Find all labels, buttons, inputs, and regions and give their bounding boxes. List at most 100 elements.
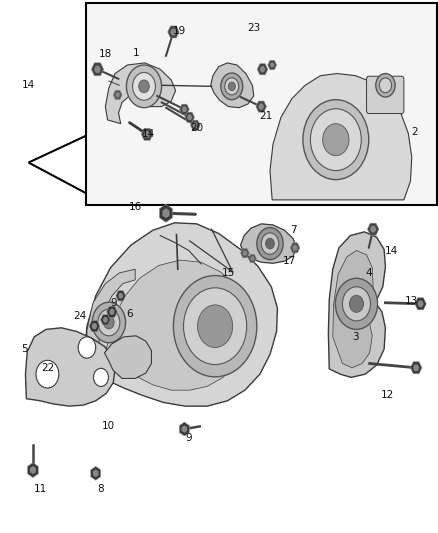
Text: 14: 14 [141, 130, 155, 139]
Polygon shape [106, 306, 117, 317]
Polygon shape [367, 223, 378, 235]
Polygon shape [292, 245, 297, 251]
Polygon shape [257, 64, 267, 75]
Text: 9: 9 [185, 433, 192, 443]
Polygon shape [84, 223, 277, 406]
Polygon shape [184, 112, 194, 123]
Polygon shape [115, 92, 120, 98]
Circle shape [126, 65, 161, 108]
Polygon shape [179, 104, 189, 115]
Polygon shape [118, 293, 123, 298]
Circle shape [375, 74, 394, 97]
Polygon shape [187, 115, 192, 120]
Bar [85, 3, 436, 205]
Text: 16: 16 [128, 202, 141, 212]
Circle shape [36, 360, 59, 388]
Polygon shape [91, 63, 103, 76]
Circle shape [78, 337, 95, 358]
Circle shape [349, 295, 363, 312]
Text: 2: 2 [410, 127, 417, 137]
Polygon shape [179, 422, 189, 436]
Polygon shape [25, 328, 115, 406]
Circle shape [256, 228, 283, 260]
Polygon shape [94, 66, 101, 73]
Text: 8: 8 [96, 484, 103, 494]
Polygon shape [91, 323, 97, 329]
Polygon shape [28, 463, 38, 478]
Polygon shape [100, 314, 110, 325]
Circle shape [92, 302, 125, 343]
Polygon shape [93, 470, 98, 477]
Circle shape [93, 368, 108, 386]
Circle shape [228, 82, 235, 91]
Polygon shape [116, 290, 125, 301]
Polygon shape [210, 63, 253, 108]
Polygon shape [141, 128, 152, 140]
Text: 1: 1 [132, 49, 139, 58]
Text: 10: 10 [102, 422, 115, 431]
Text: 5: 5 [21, 344, 28, 354]
Polygon shape [105, 63, 175, 124]
Polygon shape [190, 120, 200, 131]
Circle shape [224, 78, 238, 95]
Polygon shape [267, 60, 276, 70]
Polygon shape [89, 321, 99, 332]
Polygon shape [369, 226, 375, 232]
Text: 12: 12 [380, 391, 393, 400]
Polygon shape [30, 466, 36, 474]
Circle shape [302, 100, 368, 180]
Polygon shape [240, 224, 296, 263]
Polygon shape [87, 269, 135, 376]
Text: 6: 6 [126, 310, 133, 319]
Circle shape [138, 80, 149, 93]
Circle shape [197, 305, 232, 348]
Circle shape [310, 109, 360, 171]
Polygon shape [181, 425, 187, 433]
Polygon shape [248, 254, 256, 263]
Circle shape [335, 278, 377, 329]
Text: 11: 11 [34, 484, 47, 494]
Text: 15: 15 [221, 268, 234, 278]
Text: 21: 21 [258, 111, 272, 121]
Polygon shape [162, 208, 169, 218]
Circle shape [98, 309, 120, 336]
Polygon shape [104, 336, 151, 378]
Circle shape [103, 316, 114, 329]
Text: 22: 22 [41, 363, 54, 373]
Polygon shape [259, 66, 265, 72]
Text: 14: 14 [22, 80, 35, 90]
Polygon shape [258, 103, 264, 110]
Text: 18: 18 [99, 50, 112, 59]
Polygon shape [332, 251, 372, 368]
Circle shape [265, 238, 274, 249]
Text: 17: 17 [283, 256, 296, 266]
Text: 23: 23 [247, 23, 260, 33]
Polygon shape [250, 256, 254, 261]
Text: 13: 13 [404, 296, 417, 306]
Polygon shape [412, 365, 418, 371]
Circle shape [173, 276, 256, 377]
Polygon shape [102, 317, 108, 322]
Polygon shape [144, 131, 150, 138]
Circle shape [261, 233, 278, 254]
FancyBboxPatch shape [366, 76, 403, 114]
Text: 7: 7 [289, 225, 296, 235]
Circle shape [183, 288, 246, 365]
Polygon shape [240, 248, 249, 258]
Circle shape [322, 124, 348, 156]
Polygon shape [192, 123, 198, 128]
Text: 14: 14 [384, 246, 397, 255]
Circle shape [132, 72, 155, 100]
Polygon shape [167, 26, 179, 38]
Polygon shape [91, 466, 100, 480]
Text: 9: 9 [110, 298, 117, 308]
Circle shape [220, 73, 242, 100]
Polygon shape [159, 204, 172, 222]
Text: 24: 24 [73, 311, 86, 320]
Text: 19: 19 [172, 26, 185, 36]
Polygon shape [269, 62, 274, 68]
Text: 3: 3 [351, 332, 358, 342]
Text: 4: 4 [364, 269, 371, 278]
Polygon shape [417, 301, 423, 307]
Polygon shape [410, 362, 421, 374]
